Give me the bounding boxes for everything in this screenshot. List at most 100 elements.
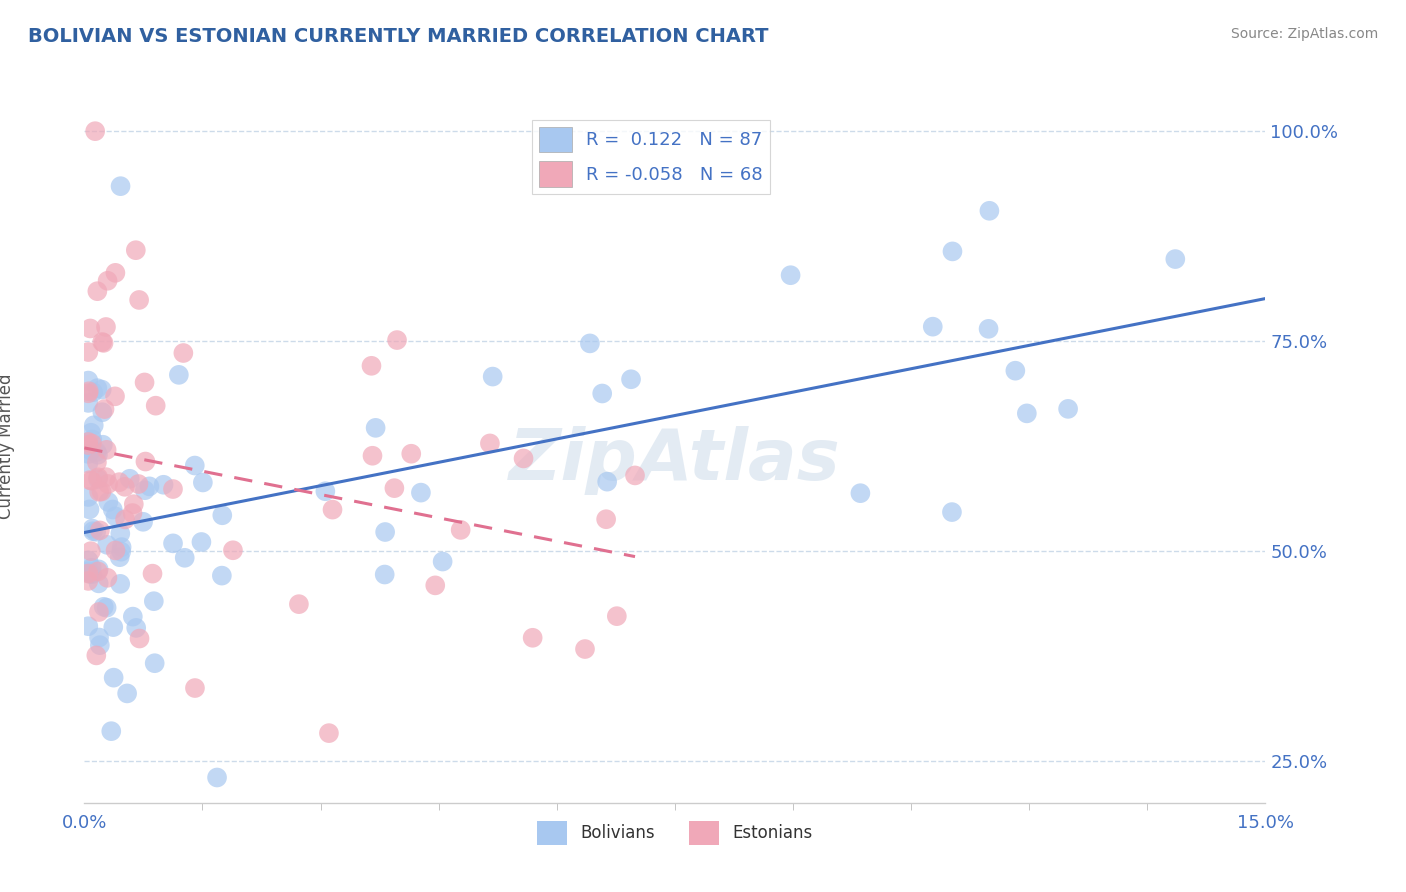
Point: [94, 470, 117, 484]
Point: [921, 319, 943, 334]
Point: [97, 477, 120, 491]
Point: [87, 470, 110, 484]
Point: [77, 384, 100, 399]
Point: [211, 568, 233, 582]
Point: [93, 335, 115, 350]
Point: [190, 535, 212, 549]
Point: [87, 631, 110, 645]
Point: [318, 726, 340, 740]
Point: [184, 681, 207, 695]
Point: [87, 605, 110, 619]
Point: [77, 345, 100, 359]
Point: [77, 490, 100, 504]
Point: [121, 609, 143, 624]
Point: [87, 484, 110, 499]
Point: [79, 566, 101, 581]
Point: [80, 544, 103, 558]
Point: [77, 447, 100, 461]
Point: [80, 436, 103, 450]
Point: [96, 442, 118, 457]
Point: [77, 553, 100, 567]
Point: [360, 359, 382, 373]
Point: [91, 438, 114, 452]
Text: BOLIVIAN VS ESTONIAN CURRENTLY MARRIED CORRELATION CHART: BOLIVIAN VS ESTONIAN CURRENTLY MARRIED C…: [28, 27, 769, 45]
Point: [374, 524, 396, 539]
Point: [409, 485, 432, 500]
Point: [97, 274, 120, 288]
Point: [79, 321, 101, 335]
Point: [125, 243, 148, 257]
Point: [128, 293, 150, 307]
Point: [132, 515, 155, 529]
Point: [591, 386, 613, 401]
Point: [80, 443, 103, 458]
Point: [87, 565, 110, 579]
Point: [87, 448, 110, 462]
Point: [211, 508, 233, 523]
Point: [86, 648, 108, 663]
Point: [374, 567, 396, 582]
Point: [384, 481, 406, 495]
Point: [122, 497, 145, 511]
Point: [77, 374, 100, 388]
Point: [606, 609, 628, 624]
Point: [96, 538, 118, 552]
Point: [205, 771, 228, 785]
Point: [138, 479, 160, 493]
Point: [77, 574, 100, 588]
Point: [108, 475, 131, 490]
Point: [450, 523, 472, 537]
Point: [82, 567, 104, 582]
Point: [512, 451, 534, 466]
Point: [104, 266, 127, 280]
Point: [89, 638, 111, 652]
Point: [110, 577, 132, 591]
Point: [579, 336, 602, 351]
Point: [184, 458, 207, 473]
Point: [108, 550, 131, 565]
Point: [128, 632, 150, 646]
Point: [1004, 364, 1026, 378]
Point: [87, 562, 110, 576]
Point: [77, 438, 100, 452]
Point: [167, 368, 190, 382]
Point: [77, 457, 100, 471]
Point: [222, 543, 245, 558]
Point: [83, 418, 105, 433]
Point: [1164, 252, 1187, 266]
Point: [110, 526, 132, 541]
Point: [314, 484, 336, 499]
Point: [84, 524, 107, 539]
Point: [425, 578, 447, 592]
Point: [77, 565, 100, 579]
Point: [191, 475, 214, 490]
Point: [86, 455, 108, 469]
Point: [288, 597, 311, 611]
Point: [478, 436, 501, 450]
Point: [86, 381, 108, 395]
Point: [97, 495, 120, 509]
Point: [104, 543, 127, 558]
Point: [141, 566, 163, 581]
Point: [574, 642, 596, 657]
Point: [114, 480, 136, 494]
Point: [115, 686, 138, 700]
Point: [172, 346, 194, 360]
Point: [321, 502, 343, 516]
Legend: Bolivians, Estonians: Bolivians, Estonians: [531, 814, 818, 852]
Point: [125, 621, 148, 635]
Point: [93, 599, 115, 614]
Point: [134, 483, 156, 498]
Point: [114, 512, 136, 526]
Point: [979, 203, 1001, 218]
Point: [82, 524, 104, 539]
Point: [96, 571, 118, 585]
Point: [364, 421, 387, 435]
Point: [82, 522, 104, 536]
Point: [121, 506, 143, 520]
Point: [977, 322, 1000, 336]
Point: [361, 449, 384, 463]
Point: [91, 405, 114, 419]
Point: [100, 724, 122, 739]
Point: [90, 484, 112, 499]
